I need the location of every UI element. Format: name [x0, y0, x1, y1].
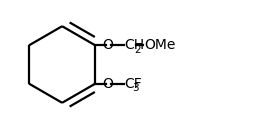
Text: CH: CH — [125, 38, 145, 52]
Text: O: O — [103, 77, 114, 91]
Text: 2: 2 — [134, 45, 141, 55]
Text: 3: 3 — [133, 83, 139, 94]
Text: OMe: OMe — [144, 38, 176, 52]
Text: CF: CF — [125, 77, 142, 91]
Text: O: O — [103, 38, 114, 52]
